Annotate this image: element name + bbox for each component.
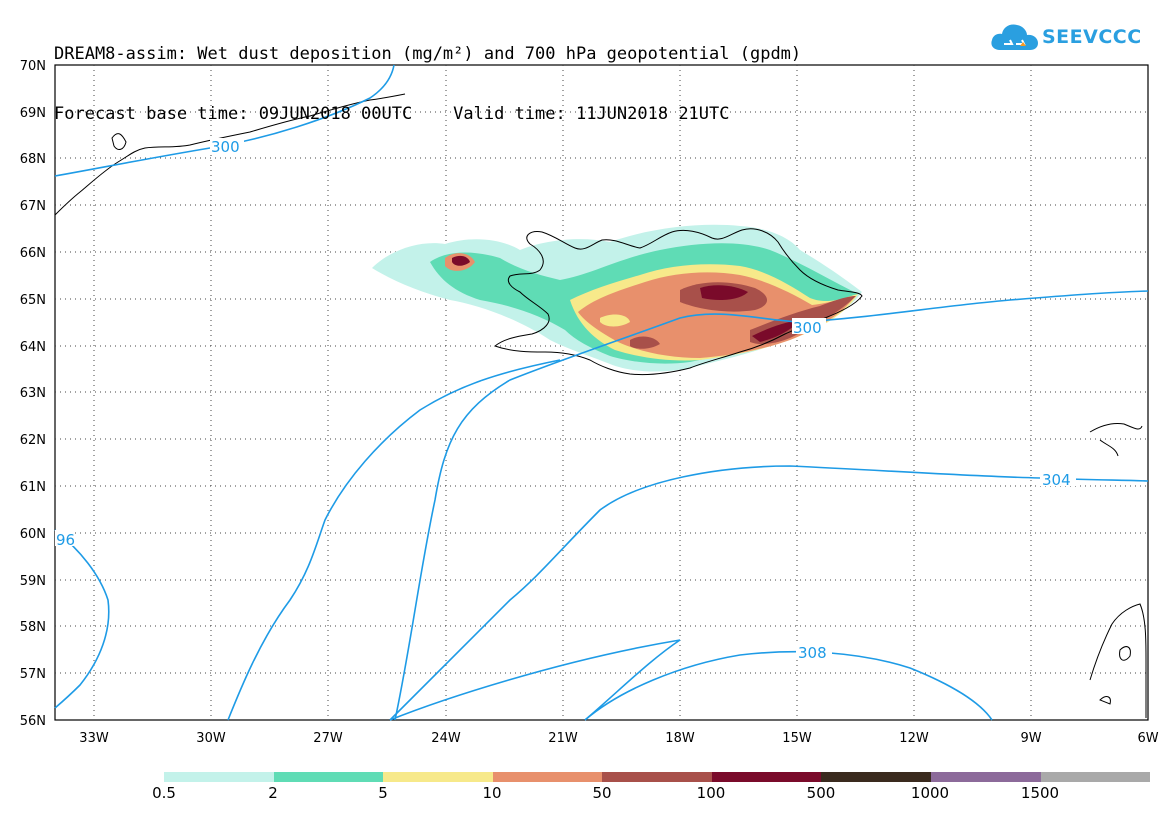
colorbar-label: 100 xyxy=(696,784,726,802)
colorbar xyxy=(164,772,1151,782)
colorbar-segment xyxy=(164,772,274,782)
colorbar-label: 2 xyxy=(268,784,278,802)
map-header: DREAM8-assim: Wet dust deposition (mg/m²… xyxy=(54,4,801,144)
lon-label: 18W xyxy=(665,731,695,746)
lat-label: 65N xyxy=(20,293,46,308)
colorbar-label: 0.5 xyxy=(152,784,176,802)
lon-label: 15W xyxy=(782,731,812,746)
contour-labels: 300 300 304 96 308 xyxy=(55,138,1076,662)
lat-label: 56N xyxy=(20,714,46,729)
lat-label: 64N xyxy=(20,340,46,355)
colorbar-label: 10 xyxy=(482,784,502,802)
lat-label: 58N xyxy=(20,620,46,635)
contour-304-east xyxy=(389,639,681,721)
lat-label: 68N xyxy=(20,152,46,167)
lat-label: 66N xyxy=(20,246,46,261)
contour-label-300-iceland: 300 xyxy=(793,319,822,337)
lat-labels: 70N 69N 68N 67N 66N 65N 64N 63N 62N 61N … xyxy=(20,59,46,729)
colorbar-label: 50 xyxy=(592,784,612,802)
colorbar-labels: 0.5 2 5 10 50 100 500 1000 1500 xyxy=(0,784,1175,804)
lat-label: 67N xyxy=(20,199,46,214)
lon-labels: 33W 30W 27W 24W 21W 18W 15W 12W 9W 6W xyxy=(79,731,1158,746)
colorbar-label: 1500 xyxy=(1020,784,1060,802)
lon-label: 24W xyxy=(431,731,461,746)
lat-label: 59N xyxy=(20,574,46,589)
lon-label: 21W xyxy=(548,731,578,746)
colorbar-segment xyxy=(273,772,384,782)
lat-label: 60N xyxy=(20,527,46,542)
seevccc-logo: SEEVCCC xyxy=(990,20,1142,56)
lat-label: 62N xyxy=(20,433,46,448)
contour-304 xyxy=(227,359,561,721)
colorbar-segment xyxy=(1040,772,1151,782)
contour-label-308: 308 xyxy=(798,644,827,662)
contour-300-iceland xyxy=(394,290,1149,721)
map-subtitle: Forecast base time: 09JUN2018 00UTC Vali… xyxy=(54,104,730,124)
contour-label-304: 304 xyxy=(1042,471,1071,489)
lat-label: 57N xyxy=(20,667,46,682)
cloud-icon xyxy=(991,24,1038,50)
colorbar-label: 1000 xyxy=(910,784,950,802)
plot-frame xyxy=(54,64,1149,721)
colorbar-segment xyxy=(602,772,712,782)
logo-text: SEEVCCC xyxy=(1042,26,1142,48)
lon-label: 30W xyxy=(196,731,226,746)
lat-label: 63N xyxy=(20,386,46,401)
colorbar-segment xyxy=(492,772,603,782)
colorbar-segment xyxy=(930,772,1041,782)
colorbar-segment xyxy=(383,772,493,782)
lon-label: 12W xyxy=(899,731,929,746)
gridlines xyxy=(55,65,1148,720)
lon-label: 9W xyxy=(1020,731,1041,746)
lon-label: 6W xyxy=(1137,731,1158,746)
dust-deposition-field xyxy=(372,224,862,372)
lat-label: 69N xyxy=(20,106,46,121)
coastlines xyxy=(54,93,1147,718)
colorbar-segment xyxy=(821,772,931,782)
contour-label-300-north: 300 xyxy=(211,138,240,156)
map-title: DREAM8-assim: Wet dust deposition (mg/m²… xyxy=(54,44,802,64)
lon-label: 27W xyxy=(313,731,343,746)
contour-300-north xyxy=(54,64,395,177)
lon-label: 33W xyxy=(79,731,109,746)
lat-label: 61N xyxy=(20,480,46,495)
lat-label: 70N xyxy=(20,59,46,74)
colorbar-label: 500 xyxy=(806,784,836,802)
colorbar-label: 5 xyxy=(378,784,388,802)
contour-label-296: 96 xyxy=(56,531,75,549)
contour-296 xyxy=(54,529,110,709)
colorbar-segment xyxy=(711,772,822,782)
